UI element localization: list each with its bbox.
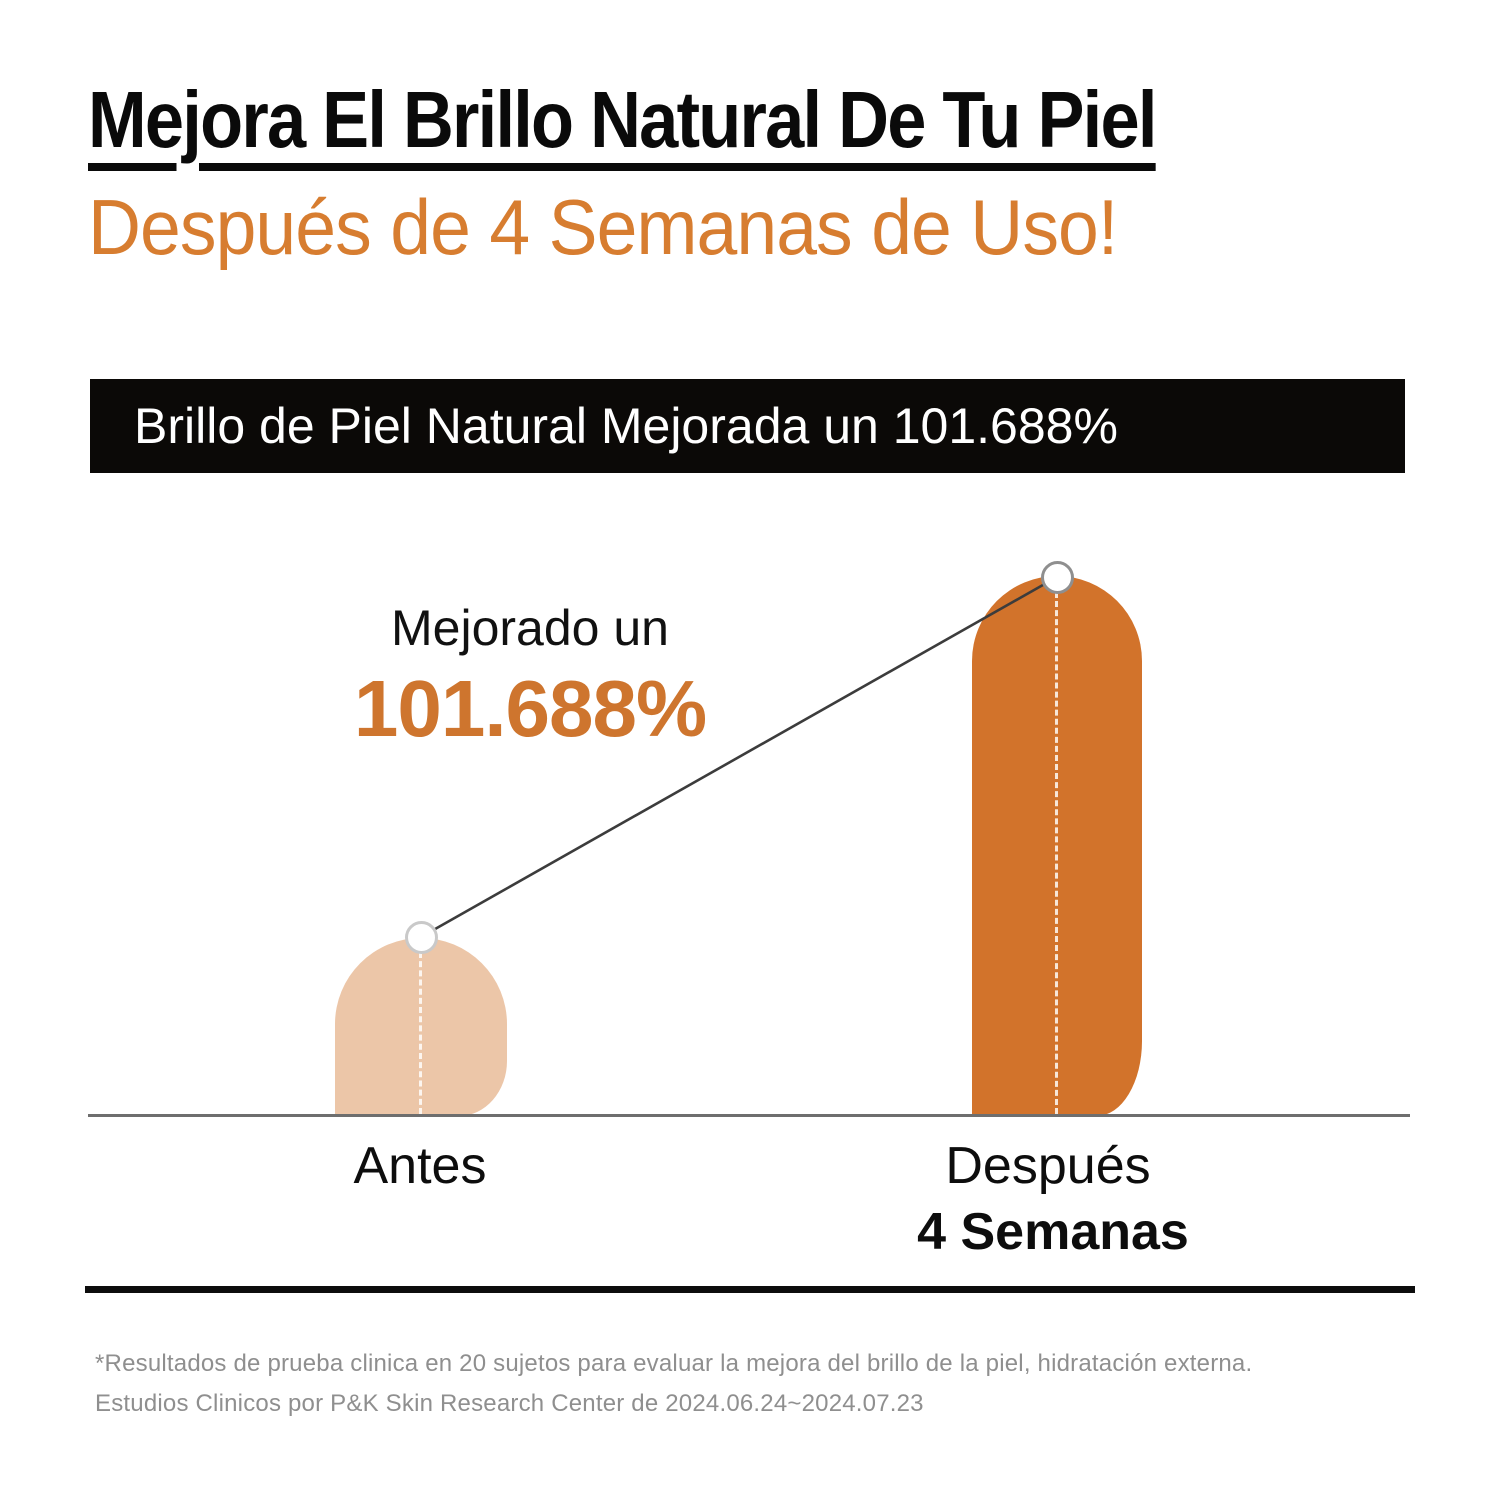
annotation-value: 101.688% (353, 664, 707, 753)
page-title: Mejora El Brillo Natural De Tu Piel (88, 75, 1157, 164)
axis-baseline (88, 1114, 1410, 1117)
section-divider (85, 1286, 1415, 1293)
after-point-marker (1041, 561, 1074, 594)
after-axis-label-line2: 4 Semanas (917, 1203, 1189, 1261)
annotation-prefix: Mejorado un (391, 600, 669, 656)
page-subtitle: Después de 4 Semanas de Uso! (88, 183, 1118, 271)
after-axis-label-line1: Después (945, 1137, 1151, 1195)
improvement-annotation: Mejorado un 101.688% (320, 603, 740, 749)
before-point-marker (405, 921, 438, 954)
banner-text: Brillo de Piel Natural Mejorada un 101.6… (134, 398, 1118, 454)
footnote-line2: Estudios Clinicos por P&K Skin Research … (95, 1390, 924, 1417)
after-bar-center-dash (1055, 592, 1058, 1114)
before-bar-center-dash (419, 952, 422, 1114)
footnote-line1: *Resultados de prueba clinica en 20 suje… (95, 1350, 1253, 1377)
highlight-banner: Brillo de Piel Natural Mejorada un 101.6… (90, 379, 1405, 473)
before-axis-label: Antes (353, 1137, 487, 1195)
